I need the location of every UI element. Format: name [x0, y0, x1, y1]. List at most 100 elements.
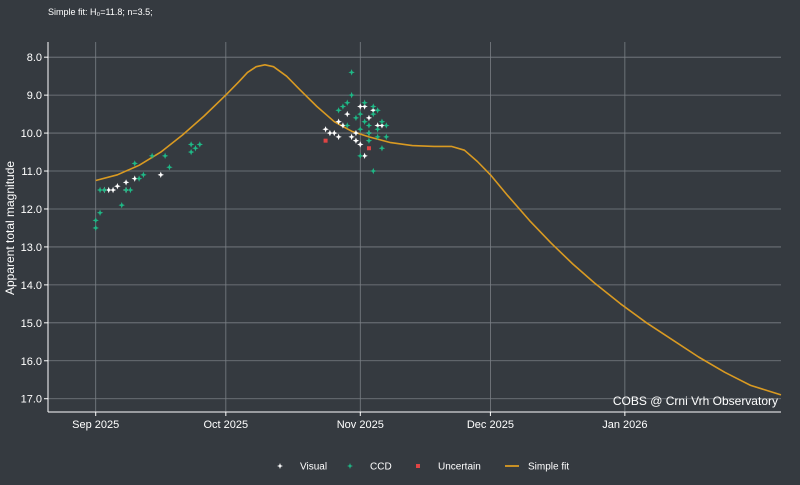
visual-point — [122, 179, 130, 186]
visual-point — [131, 175, 138, 182]
y-axis-title: Apparent total magnitude — [3, 161, 17, 295]
points-layer — [92, 69, 390, 232]
legend-visual-label: Visual — [300, 462, 327, 473]
fit-caption: Simple fit: H₀=11.8; n=3.5; — [48, 7, 153, 17]
ccd-point — [96, 186, 104, 194]
visual-point — [322, 126, 329, 133]
visual-point — [335, 133, 342, 141]
ccd-point — [131, 160, 138, 167]
ccd-point — [378, 118, 386, 125]
uncertain-point — [366, 146, 371, 151]
visual-point — [326, 129, 334, 137]
ccd-point — [374, 126, 381, 133]
y-tick-label: 13.0 — [21, 242, 42, 254]
legend-ccd-label: CCD — [370, 462, 392, 473]
ccd-point — [365, 137, 373, 144]
y-tick-label: 12.0 — [21, 204, 42, 216]
visual-point — [331, 129, 338, 137]
y-tick-label: 15.0 — [21, 318, 42, 330]
y-tick-label: 14.0 — [21, 280, 42, 292]
x-tick-label: Dec 2025 — [467, 419, 514, 431]
visual-point — [361, 152, 368, 160]
visual-point — [357, 141, 364, 148]
ccd-point — [344, 99, 351, 106]
ccd-point — [187, 148, 195, 156]
ccd-point — [92, 217, 99, 224]
visual-point — [374, 122, 381, 129]
ccd-point — [374, 107, 381, 114]
legend-ccd-swatch — [347, 463, 353, 469]
ccd-point — [344, 122, 351, 129]
ccd-point — [187, 141, 195, 148]
ccd-point — [348, 91, 355, 99]
ccd-point — [101, 186, 108, 194]
visual-point — [109, 186, 117, 194]
ccd-point — [383, 133, 390, 141]
ccd-point — [361, 99, 368, 106]
legend-uncertain-label: Uncertain — [438, 462, 481, 473]
legend: Visual CCD Uncertain Simple fit — [277, 462, 569, 473]
visual-point — [361, 103, 368, 110]
x-tick-label: Nov 2025 — [337, 419, 384, 431]
ccd-point — [92, 224, 99, 232]
axes: 8.0 9.0 10.0 11.0 12.0 13.0 14.0 15.0 16.0 17.0 Se… — [21, 42, 781, 431]
ccd-point — [148, 152, 156, 160]
visual-point — [114, 183, 121, 190]
y-tick-label: 16.0 — [21, 356, 42, 368]
visual-point — [378, 122, 386, 129]
visual-point — [348, 133, 355, 141]
visual-point — [352, 137, 360, 144]
visual-point — [357, 103, 364, 110]
ccd-point — [135, 175, 143, 182]
ccd-point — [161, 152, 169, 160]
ccd-point — [370, 110, 377, 118]
y-tick-label: 9.0 — [27, 90, 42, 102]
ccd-point — [348, 69, 355, 76]
ccd-point — [118, 201, 125, 209]
y-tick-label: 17.0 — [21, 394, 42, 406]
visual-point — [344, 110, 351, 118]
ccd-point — [192, 145, 199, 152]
x-tick-label: Oct 2025 — [204, 419, 249, 431]
ccd-point — [370, 103, 377, 110]
x-tick-label: Sep 2025 — [72, 419, 119, 431]
ccd-point — [335, 107, 342, 114]
ccd-point — [378, 145, 386, 152]
ccd-point — [365, 122, 373, 129]
simple-fit-line — [95, 64, 782, 396]
ccd-point — [140, 171, 147, 179]
visual-point — [339, 122, 347, 129]
ccd-point — [361, 118, 368, 125]
visual-point — [352, 129, 360, 137]
legend-simple-fit-label: Simple fit — [528, 462, 569, 473]
visual-point — [365, 114, 373, 122]
ccd-point — [357, 110, 364, 118]
y-tick-label: 8.0 — [27, 52, 42, 64]
ccd-point — [365, 129, 373, 137]
visual-point — [370, 107, 377, 114]
uncertain-point — [323, 138, 328, 143]
ccd-point — [166, 164, 173, 171]
x-tick-label: Jan 2026 — [602, 419, 647, 431]
ccd-point — [370, 167, 377, 175]
ccd-point — [352, 114, 360, 122]
grid-lines — [48, 42, 781, 412]
ccd-point — [96, 209, 104, 216]
y-tick-label: 11.0 — [21, 166, 42, 178]
legend-uncertain-swatch — [416, 464, 420, 468]
watermark: COBS @ Crni Vrh Observatory — [613, 394, 778, 408]
y-tick-label: 10.0 — [21, 128, 42, 140]
legend-visual-swatch — [277, 463, 283, 469]
ccd-point — [196, 141, 204, 148]
ccd-point — [339, 103, 347, 110]
fit-layer — [95, 64, 782, 396]
ccd-point — [383, 122, 390, 129]
ccd-point — [357, 152, 364, 160]
visual-point — [157, 171, 164, 179]
ccd-point — [127, 186, 134, 194]
visual-point — [335, 118, 342, 125]
ccd-point — [357, 126, 364, 133]
visual-point — [105, 186, 112, 194]
ccd-point — [374, 133, 381, 141]
